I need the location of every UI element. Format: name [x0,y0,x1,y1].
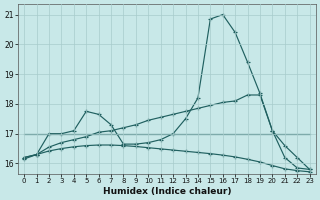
X-axis label: Humidex (Indice chaleur): Humidex (Indice chaleur) [103,187,231,196]
